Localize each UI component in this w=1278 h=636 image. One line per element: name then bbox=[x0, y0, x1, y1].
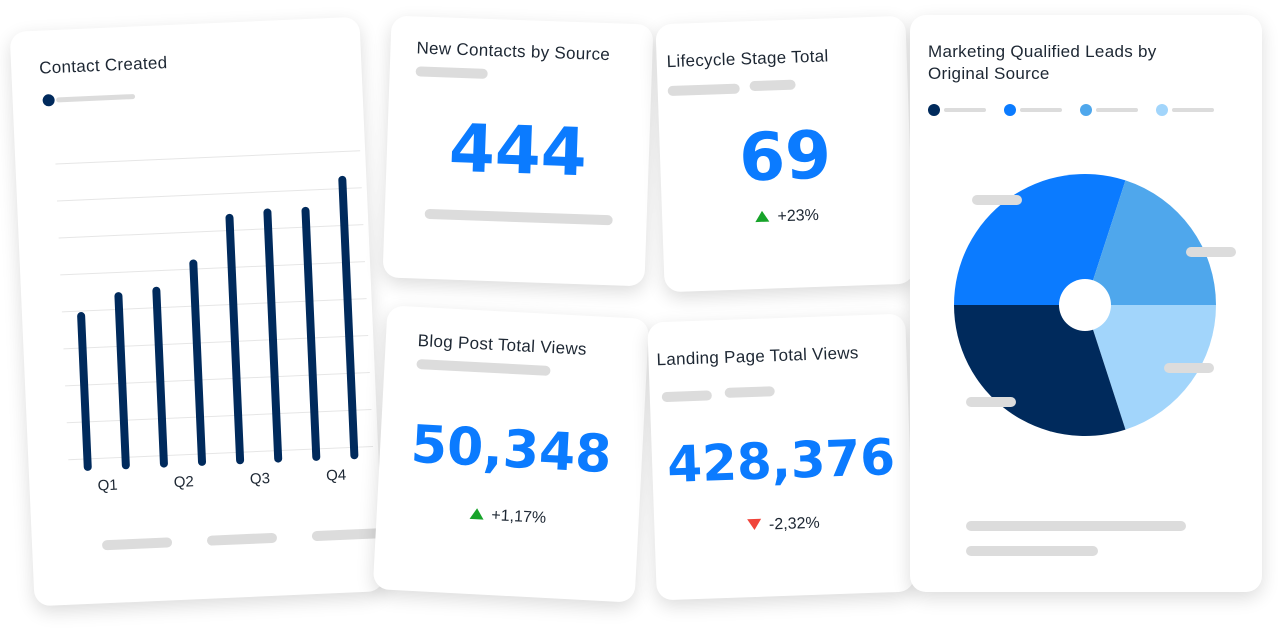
grid-line bbox=[63, 335, 369, 350]
kpi-value: 428,376 bbox=[666, 428, 896, 494]
card-title: Lifecycle Stage Total bbox=[666, 46, 829, 72]
grid-line bbox=[65, 372, 370, 387]
placeholder bbox=[661, 390, 712, 403]
placeholder bbox=[415, 66, 488, 79]
bar bbox=[263, 208, 283, 463]
placeholder bbox=[966, 546, 1098, 556]
grid-line bbox=[55, 150, 361, 165]
bar bbox=[152, 286, 168, 468]
kpi-value: 444 bbox=[447, 109, 589, 192]
bar-chart: Q1 Q2 Q3 Q4 bbox=[42, 94, 382, 551]
contact-card: Contact Created Q1 Q2 Q3 Q4 bbox=[9, 16, 385, 607]
grid-line bbox=[60, 261, 366, 276]
placeholder bbox=[724, 386, 775, 398]
card-title: Blog Post Total Views bbox=[417, 330, 588, 359]
change-text: -2,32% bbox=[768, 514, 820, 534]
legend-dot bbox=[1004, 104, 1016, 116]
grid-line bbox=[57, 187, 362, 202]
legend-dot bbox=[42, 94, 55, 107]
placeholder bbox=[207, 532, 277, 546]
kpi-change: -2,32% bbox=[654, 511, 912, 538]
kpi-value: 69 bbox=[737, 116, 833, 197]
legend-dot bbox=[928, 104, 940, 116]
label-placeholder bbox=[966, 397, 1016, 407]
grid-line bbox=[61, 298, 367, 313]
pie-slice bbox=[1085, 180, 1216, 305]
bar bbox=[114, 292, 130, 470]
placeholder bbox=[102, 537, 173, 551]
pie-slice bbox=[954, 174, 1126, 305]
legend-placeholder bbox=[56, 94, 136, 103]
legend-dot bbox=[1080, 104, 1092, 116]
label-placeholder bbox=[1186, 247, 1236, 257]
placeholder bbox=[966, 521, 1186, 531]
kpi-change: +1,17% bbox=[376, 501, 639, 533]
change-text: +23% bbox=[777, 206, 820, 226]
placeholder bbox=[311, 528, 382, 541]
kpi-card: Landing Page Total Views 428,376 -2,32% bbox=[647, 313, 915, 601]
bar bbox=[189, 259, 207, 466]
kpi-card: Blog Post Total Views 50,348 +1,17% bbox=[372, 305, 650, 603]
kpi-value: 50,348 bbox=[409, 414, 613, 486]
legend-dot bbox=[1156, 104, 1168, 116]
label-placeholder bbox=[972, 195, 1022, 205]
x-tick-label: Q1 bbox=[97, 477, 118, 495]
placeholder bbox=[749, 79, 796, 92]
grid-line bbox=[58, 224, 364, 239]
bar bbox=[301, 206, 321, 461]
card-title: Landing Page Total Views bbox=[656, 343, 859, 370]
grid-line bbox=[66, 408, 372, 424]
kpi-change: +23% bbox=[662, 204, 912, 231]
kpi-card: Lifecycle Stage Total 69 +23% bbox=[655, 15, 915, 293]
pie-slice bbox=[954, 305, 1126, 436]
grid-line bbox=[68, 445, 374, 461]
card-title: Marketing Qualified Leads by Original So… bbox=[928, 42, 1157, 83]
x-tick-label: Q4 bbox=[326, 467, 347, 485]
placeholder bbox=[416, 358, 551, 376]
kpi-card: New Contacts by Source 444 bbox=[382, 15, 654, 287]
placeholder bbox=[424, 208, 613, 226]
placeholder bbox=[667, 83, 740, 97]
bar bbox=[225, 213, 245, 465]
bar bbox=[77, 312, 92, 471]
label-placeholder bbox=[1164, 363, 1214, 373]
pie-hole bbox=[1059, 279, 1111, 331]
card-title: New Contacts by Source bbox=[416, 38, 611, 65]
pie-slice bbox=[1085, 305, 1216, 430]
bar bbox=[338, 175, 359, 460]
pie-chart bbox=[928, 104, 1236, 556]
pie-card: Marketing Qualified Leads by Original So… bbox=[910, 15, 1262, 592]
x-tick-label: Q3 bbox=[250, 470, 271, 488]
x-tick-label: Q2 bbox=[173, 473, 194, 491]
change-text: +1,17% bbox=[490, 507, 547, 527]
